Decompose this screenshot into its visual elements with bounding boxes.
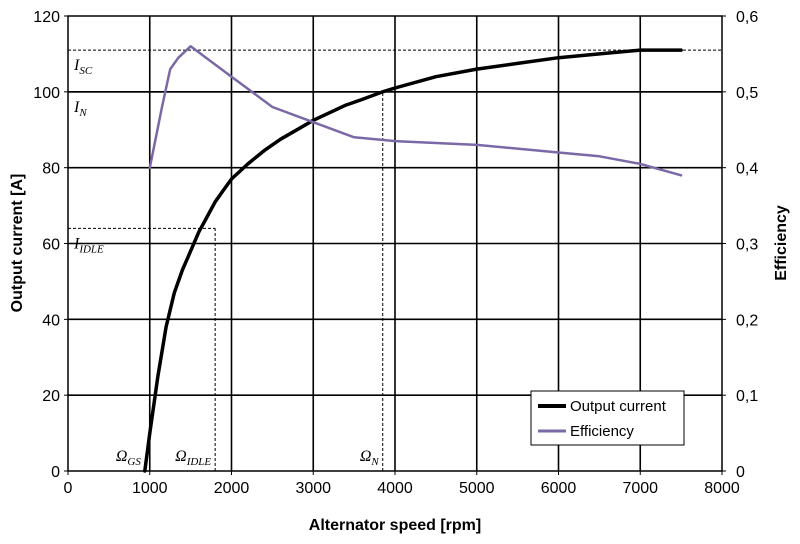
x-tick-label: 7000 [622,480,658,497]
x-tick-label: 6000 [541,480,577,497]
series-line-efficiency [148,45,683,177]
legend-label-output-current: Output current [570,398,667,415]
series-line-output-current [143,48,683,473]
x-tick-label: 2000 [214,480,250,497]
ref-label-sub-omega-n: N [370,456,379,468]
ref-label-sub-i-sc: SC [79,65,93,77]
y-axis-title: Output current [A] [9,174,26,313]
ref-label-sub-i-idle: IDLE [78,243,104,255]
legend-label-efficiency: Efficiency [570,423,634,440]
x-tick-label: 0 [64,480,73,497]
y2-tick-label: 0,6 [736,9,758,26]
ticks: 0 1000 2000 3000 4000 5000 6000 7000 80000204060… [33,9,758,497]
y2-tick-label: 0,2 [736,312,758,329]
x-tick-label: 5000 [459,480,495,497]
y2-tick-label: 0,3 [736,237,758,254]
x-tick-label: 1000 [132,480,168,497]
y-tick-label: 40 [42,312,60,329]
y2-axis-title: Efficiency [773,205,790,281]
y2-tick-label: 0,4 [736,161,758,178]
ref-label-sub-omega-idle: IDLE [186,456,212,468]
y-tick-label: 0 [51,464,60,481]
x-axis-title: Alternator speed [rpm] [309,517,481,534]
y-tick-label: 20 [42,388,60,405]
x-tick-label: 3000 [295,480,331,497]
y-tick-label: 80 [42,161,60,178]
y2-tick-label: 0 [736,464,745,481]
y2-tick-label: 0,1 [736,388,758,405]
y-tick-label: 120 [33,9,60,26]
y2-tick-label: 0,5 [736,85,758,102]
ref-label-sub-i-n: N [78,107,87,119]
legend-box [530,390,685,446]
series-layer [143,45,683,473]
x-tick-label: 4000 [377,480,413,497]
y-tick-label: 60 [42,237,60,254]
x-tick-label: 8000 [704,480,740,497]
y-tick-label: 100 [33,85,60,102]
legend: Output current Efficiency [530,390,685,446]
reference-lines [68,49,722,471]
ref-label-sub-omega-gs: GS [127,456,141,468]
